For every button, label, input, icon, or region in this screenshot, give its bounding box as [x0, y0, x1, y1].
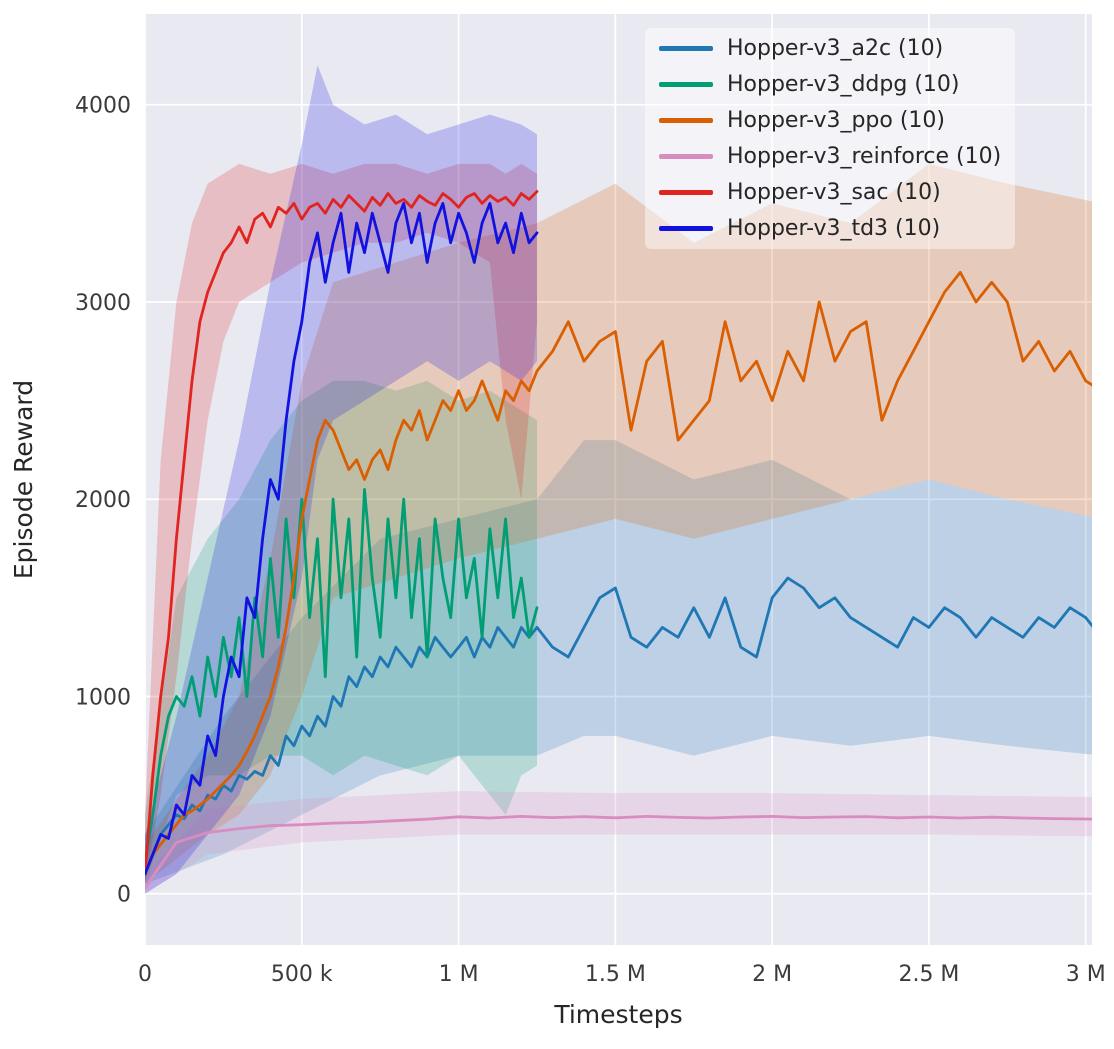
ppo-legend-swatch — [659, 118, 713, 123]
reinforce-legend-label: Hopper-v3_reinforce (10) — [727, 144, 1002, 169]
y-tick-label: 4000 — [75, 94, 131, 119]
x-tick-label: 3 M — [1066, 962, 1106, 987]
x-tick-label: 0 — [138, 962, 152, 987]
x-tick-label: 2 M — [752, 962, 792, 987]
sac-legend-swatch — [659, 190, 713, 195]
x-axis-label: Timesteps — [553, 1000, 682, 1029]
x-tick-label: 2.5 M — [898, 962, 959, 987]
y-tick-label: 0 — [117, 883, 131, 908]
sac-legend-label: Hopper-v3_sac (10) — [727, 180, 941, 205]
ddpg-legend-label: Hopper-v3_ddpg (10) — [727, 72, 960, 97]
ppo-line — [145, 271, 1092, 876]
plot-background — [145, 14, 1092, 945]
a2c-band — [145, 440, 1092, 884]
y-tick-label: 2000 — [75, 488, 131, 513]
reinforce-line — [145, 815, 1092, 890]
legend: Hopper-v3_a2c (10) Hopper-v3_ddpg (10) Hop… — [645, 28, 1016, 249]
a2c-legend-swatch — [659, 46, 713, 51]
a2c-legend-label: Hopper-v3_a2c (10) — [727, 36, 944, 61]
ddpg-legend-swatch — [659, 82, 713, 87]
ppo-legend-label: Hopper-v3_ppo (10) — [727, 108, 946, 133]
td3-legend-swatch — [659, 226, 713, 231]
reinforce-legend-swatch — [659, 154, 713, 159]
legend-item-a2c: Hopper-v3_a2c (10) — [659, 36, 1001, 61]
y-tick-label: 1000 — [75, 685, 131, 710]
legend-item-ppo: Hopper-v3_ppo (10) — [659, 108, 1001, 133]
td3-legend-label: Hopper-v3_td3 (10) — [727, 216, 941, 241]
ddpg-line — [145, 488, 539, 866]
legend-item-reinforce: Hopper-v3_reinforce (10) — [659, 144, 1001, 169]
y-tick-label: 3000 — [75, 291, 131, 316]
x-tick-label: 500 k — [271, 962, 333, 987]
ppo-band — [145, 163, 1092, 884]
grid — [144, 14, 1092, 945]
x-tick-label: 1.5 M — [585, 962, 646, 987]
legend-item-td3: Hopper-v3_td3 (10) — [659, 216, 1001, 241]
legend-item-ddpg: Hopper-v3_ddpg (10) — [659, 72, 1001, 97]
y-axis-label: Episode Reward — [9, 380, 38, 579]
series-lines — [145, 190, 1092, 890]
sac-line — [145, 190, 539, 876]
x-tick-label: 1 M — [439, 962, 479, 987]
td3-band — [145, 65, 537, 894]
legend-item-sac: Hopper-v3_sac (10) — [659, 180, 1001, 205]
td3-line — [145, 202, 539, 876]
